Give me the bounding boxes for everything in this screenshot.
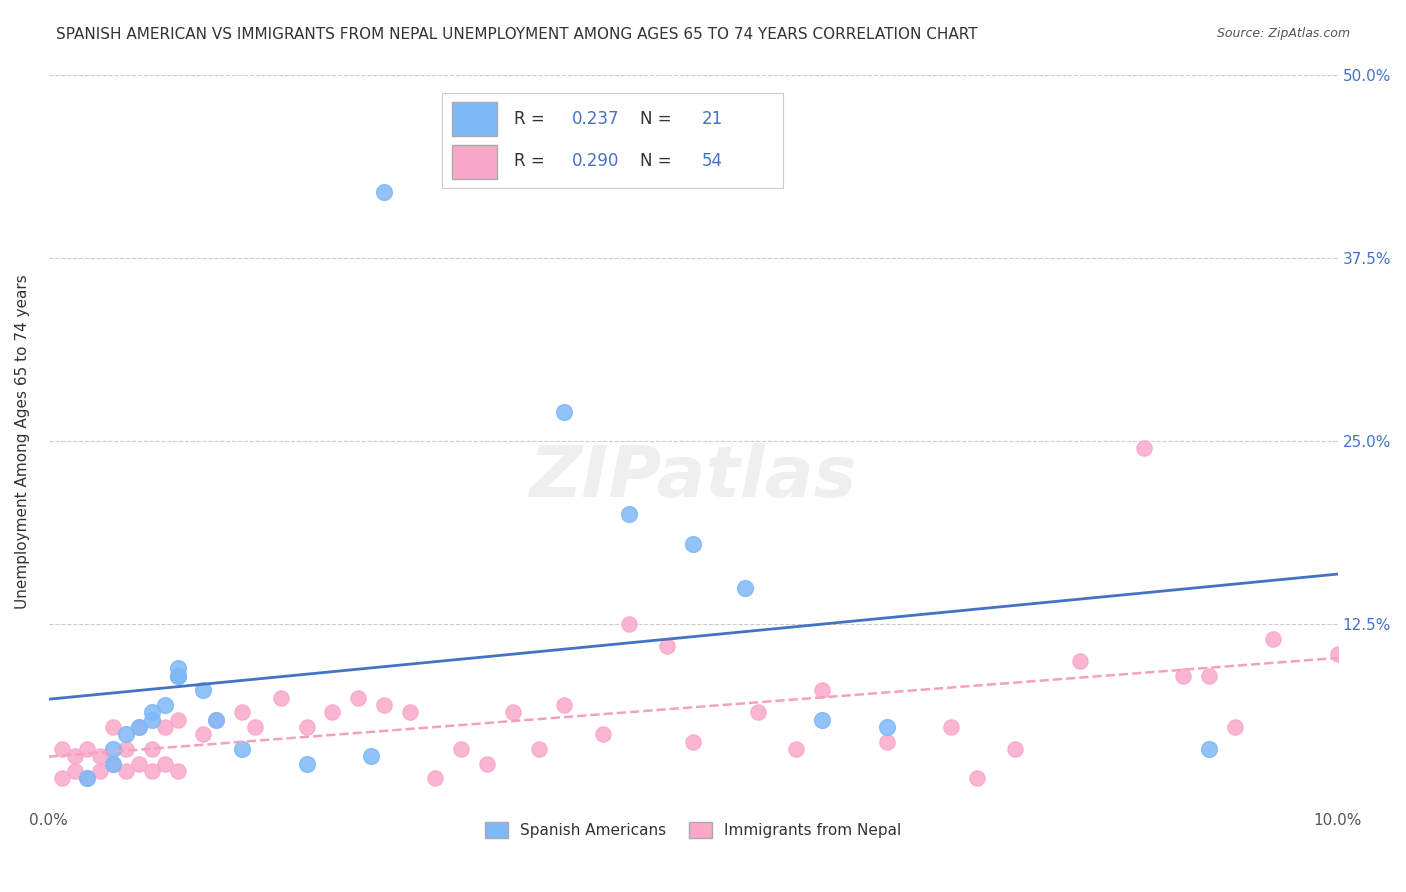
Point xyxy=(89,749,111,764)
Point xyxy=(153,698,176,712)
Point xyxy=(360,749,382,764)
Point xyxy=(657,640,679,654)
Point xyxy=(103,756,125,771)
Point xyxy=(63,764,86,778)
Point xyxy=(115,727,138,741)
Point xyxy=(166,669,188,683)
Point xyxy=(51,772,73,786)
Point xyxy=(270,690,292,705)
Point xyxy=(141,742,163,756)
Point xyxy=(63,749,86,764)
Point xyxy=(373,185,395,199)
Point xyxy=(1004,742,1026,756)
Point xyxy=(243,720,266,734)
Point xyxy=(141,706,163,720)
Point xyxy=(205,713,228,727)
Point xyxy=(193,683,215,698)
Point xyxy=(450,742,472,756)
Point xyxy=(141,713,163,727)
Point xyxy=(398,706,420,720)
Point xyxy=(295,720,318,734)
Text: Source: ZipAtlas.com: Source: ZipAtlas.com xyxy=(1216,27,1350,40)
Point xyxy=(128,720,150,734)
Point xyxy=(1198,669,1220,683)
Point xyxy=(128,720,150,734)
Point xyxy=(103,756,125,771)
Point xyxy=(592,727,614,741)
Point xyxy=(166,713,188,727)
Point xyxy=(103,742,125,756)
Point xyxy=(1198,742,1220,756)
Point xyxy=(115,742,138,756)
Point xyxy=(617,508,640,522)
Point xyxy=(1263,632,1285,646)
Point xyxy=(76,742,98,756)
Point xyxy=(103,720,125,734)
Point xyxy=(76,772,98,786)
Point xyxy=(115,764,138,778)
Point xyxy=(425,772,447,786)
Point xyxy=(811,683,834,698)
Point xyxy=(166,669,188,683)
Point xyxy=(51,742,73,756)
Point xyxy=(1223,720,1246,734)
Point xyxy=(682,537,704,551)
Point xyxy=(89,764,111,778)
Text: SPANISH AMERICAN VS IMMIGRANTS FROM NEPAL UNEMPLOYMENT AMONG AGES 65 TO 74 YEARS: SPANISH AMERICAN VS IMMIGRANTS FROM NEPA… xyxy=(56,27,977,42)
Point xyxy=(166,764,188,778)
Point xyxy=(475,756,498,771)
Point xyxy=(734,581,756,595)
Point xyxy=(141,764,163,778)
Point xyxy=(347,690,370,705)
Point xyxy=(231,742,253,756)
Point xyxy=(682,735,704,749)
Point xyxy=(966,772,988,786)
Point xyxy=(295,756,318,771)
Point xyxy=(747,706,769,720)
Point xyxy=(527,742,550,756)
Legend: Spanish Americans, Immigrants from Nepal: Spanish Americans, Immigrants from Nepal xyxy=(479,816,908,844)
Point xyxy=(1069,654,1091,668)
Point xyxy=(128,756,150,771)
Point xyxy=(1326,647,1348,661)
Y-axis label: Unemployment Among Ages 65 to 74 years: Unemployment Among Ages 65 to 74 years xyxy=(15,274,30,608)
Point xyxy=(1133,442,1156,456)
Point xyxy=(617,617,640,632)
Point xyxy=(321,706,343,720)
Text: ZIPatlas: ZIPatlas xyxy=(530,443,856,512)
Point xyxy=(193,727,215,741)
Point xyxy=(553,698,575,712)
Point xyxy=(811,713,834,727)
Point xyxy=(502,706,524,720)
Point xyxy=(553,405,575,419)
Point xyxy=(876,720,898,734)
Point xyxy=(153,720,176,734)
Point xyxy=(939,720,962,734)
Point xyxy=(231,706,253,720)
Point xyxy=(166,661,188,675)
Point xyxy=(1171,669,1194,683)
Point xyxy=(373,698,395,712)
Point xyxy=(205,713,228,727)
Point xyxy=(876,735,898,749)
Point xyxy=(76,772,98,786)
Point xyxy=(785,742,807,756)
Point xyxy=(153,756,176,771)
